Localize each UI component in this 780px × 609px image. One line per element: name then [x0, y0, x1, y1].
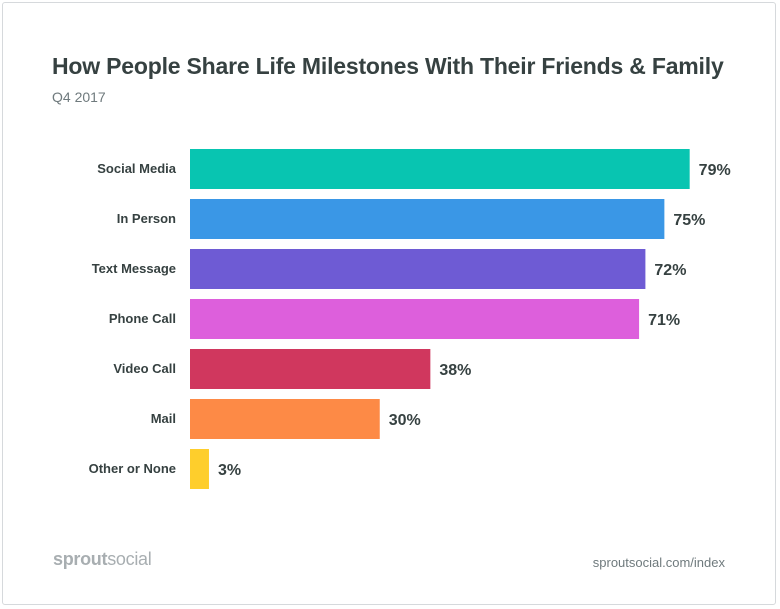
category-label: Video Call — [113, 361, 176, 376]
bar — [190, 299, 640, 339]
bar — [190, 199, 665, 239]
value-label: 38% — [439, 362, 471, 379]
value-label: 75% — [673, 212, 705, 229]
category-label: Social Media — [97, 161, 177, 176]
source-url: sproutsocial.com/index — [592, 555, 725, 570]
bar — [190, 149, 690, 189]
chart-title: How People Share Life Milestones With Th… — [52, 53, 724, 79]
sprout-social-logo: sproutsocial — [53, 549, 152, 569]
bar-chart: Social Media 79% In Person 75% Text Message 7… — [89, 149, 731, 489]
chart-subtitle: Q4 2017 — [52, 89, 106, 105]
category-label: Other or None — [89, 461, 176, 476]
category-label: Mail — [151, 411, 176, 426]
value-label: 72% — [654, 262, 686, 279]
bar — [190, 399, 380, 439]
value-label: 3% — [218, 462, 241, 479]
value-label: 79% — [699, 162, 731, 179]
category-label: In Person — [117, 211, 176, 226]
bar — [190, 349, 431, 389]
category-label: Phone Call — [109, 311, 176, 326]
value-label: 30% — [389, 412, 421, 429]
category-label: Text Message — [92, 261, 176, 276]
value-label: 71% — [648, 312, 680, 329]
bar — [190, 449, 209, 489]
bar — [190, 249, 646, 289]
